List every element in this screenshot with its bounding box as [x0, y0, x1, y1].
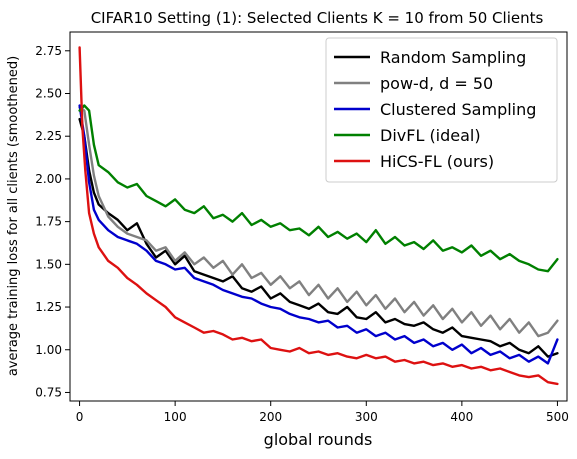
y-tick-label: 1.75	[35, 215, 62, 229]
x-tick-label: 300	[355, 410, 378, 424]
series-line-1	[78, 117, 559, 358]
x-tick-label: 500	[546, 410, 569, 424]
legend: Random Sampling pow-d, d = 50 Clustered Sa…	[325, 37, 558, 183]
y-tick-label: 1.00	[35, 343, 62, 357]
legend-label-4: DivFL (ideal)	[380, 126, 481, 145]
y-tick-label: 0.75	[35, 385, 62, 399]
y-tick-label: 2.50	[35, 87, 62, 101]
chart-title: CIFAR10 Setting (1): Selected Clients K …	[91, 9, 544, 27]
series-layer	[78, 46, 559, 386]
y-tick-label: 2.00	[35, 172, 62, 186]
y-tick-label: 1.25	[35, 300, 62, 314]
y-tick-label: 1.50	[35, 257, 62, 271]
x-axis-ticks: 0 100 200 300 400 500	[76, 401, 569, 424]
x-tick-label: 400	[450, 410, 473, 424]
legend-label-5: HiCS-FL (ours)	[380, 152, 494, 171]
y-axis-ticks: 0.75 1.00 1.25 1.50 1.75 2.00 2.25 2.50 2.75	[35, 44, 70, 399]
series-line-2	[78, 105, 559, 338]
x-axis-label: global rounds	[264, 430, 373, 449]
x-tick-label: 200	[259, 410, 282, 424]
series-line-3	[78, 104, 559, 365]
y-tick-label: 2.75	[35, 44, 62, 58]
legend-label-3: Clustered Sampling	[380, 100, 536, 119]
x-tick-label: 0	[76, 410, 84, 424]
series-line-5	[78, 46, 559, 386]
y-axis-label: average training loss for all clients (s…	[6, 56, 21, 376]
legend-label-1: Random Sampling	[380, 48, 526, 67]
legend-label-2: pow-d, d = 50	[380, 74, 493, 93]
y-tick-label: 2.25	[35, 129, 62, 143]
x-tick-label: 100	[164, 410, 187, 424]
series-line-4	[78, 104, 559, 273]
legend-box	[325, 37, 558, 183]
